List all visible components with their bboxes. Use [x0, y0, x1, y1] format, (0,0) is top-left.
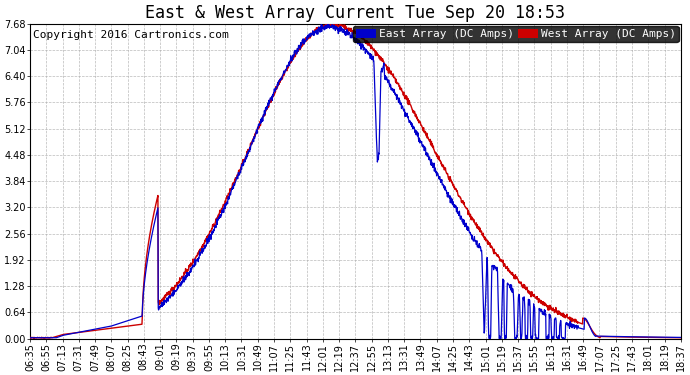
Text: Copyright 2016 Cartronics.com: Copyright 2016 Cartronics.com — [33, 30, 229, 40]
Title: East & West Array Current Tue Sep 20 18:53: East & West Array Current Tue Sep 20 18:… — [146, 4, 565, 22]
Legend: East Array (DC Amps), West Array (DC Amps): East Array (DC Amps), West Array (DC Amp… — [353, 26, 678, 42]
